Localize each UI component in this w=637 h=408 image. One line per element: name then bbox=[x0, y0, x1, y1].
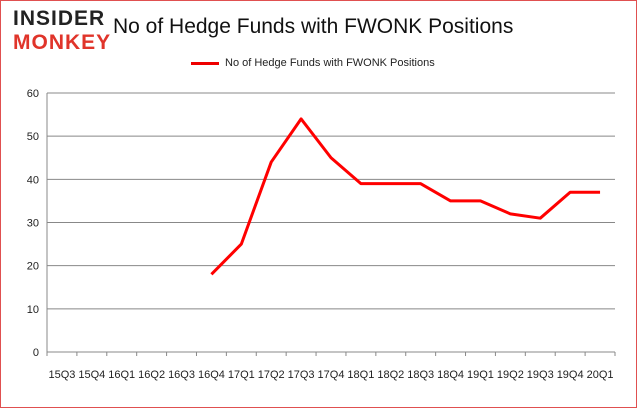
x-tick-label: 19Q1 bbox=[467, 369, 494, 381]
legend-swatch bbox=[191, 61, 219, 65]
logo-insider: INSIDER bbox=[13, 7, 106, 30]
y-tick-label: 0 bbox=[33, 347, 39, 359]
x-tick-label: 18Q4 bbox=[437, 369, 464, 381]
x-tick-label: 16Q1 bbox=[108, 369, 135, 381]
x-tick-label: 17Q3 bbox=[288, 369, 315, 381]
legend: No of Hedge Funds with FWONK Positions bbox=[191, 57, 435, 69]
x-tick-label: 18Q1 bbox=[347, 369, 374, 381]
y-tick-label: 50 bbox=[27, 131, 39, 143]
logo-monkey: MONKEY bbox=[13, 31, 112, 54]
x-tick-label: 16Q2 bbox=[138, 369, 165, 381]
y-tick-label: 60 bbox=[27, 88, 39, 100]
y-tick-label: 30 bbox=[27, 218, 39, 230]
x-tick-label: 18Q2 bbox=[377, 369, 404, 381]
y-tick-label: 20 bbox=[27, 261, 39, 273]
x-tick-label: 15Q3 bbox=[48, 369, 75, 381]
x-tick-label: 17Q2 bbox=[258, 369, 285, 381]
series-line bbox=[210, 117, 601, 276]
y-tick-label: 10 bbox=[27, 304, 39, 316]
x-tick-label: 17Q4 bbox=[318, 369, 345, 381]
x-tick-label: 16Q4 bbox=[198, 369, 225, 381]
x-tick-label: 19Q2 bbox=[497, 369, 524, 381]
x-tick-label: 20Q1 bbox=[587, 369, 614, 381]
chart-title: No of Hedge Funds with FWONK Positions bbox=[113, 15, 514, 38]
x-tick-label: 17Q1 bbox=[228, 369, 255, 381]
x-tick-label: 15Q4 bbox=[78, 369, 105, 381]
y-tick-label: 40 bbox=[27, 174, 39, 186]
x-tick-label: 18Q3 bbox=[407, 369, 434, 381]
x-tick-label: 16Q3 bbox=[168, 369, 195, 381]
x-tick-label: 19Q3 bbox=[527, 369, 554, 381]
x-tick-label: 19Q4 bbox=[557, 369, 584, 381]
legend-label: No of Hedge Funds with FWONK Positions bbox=[225, 57, 435, 69]
